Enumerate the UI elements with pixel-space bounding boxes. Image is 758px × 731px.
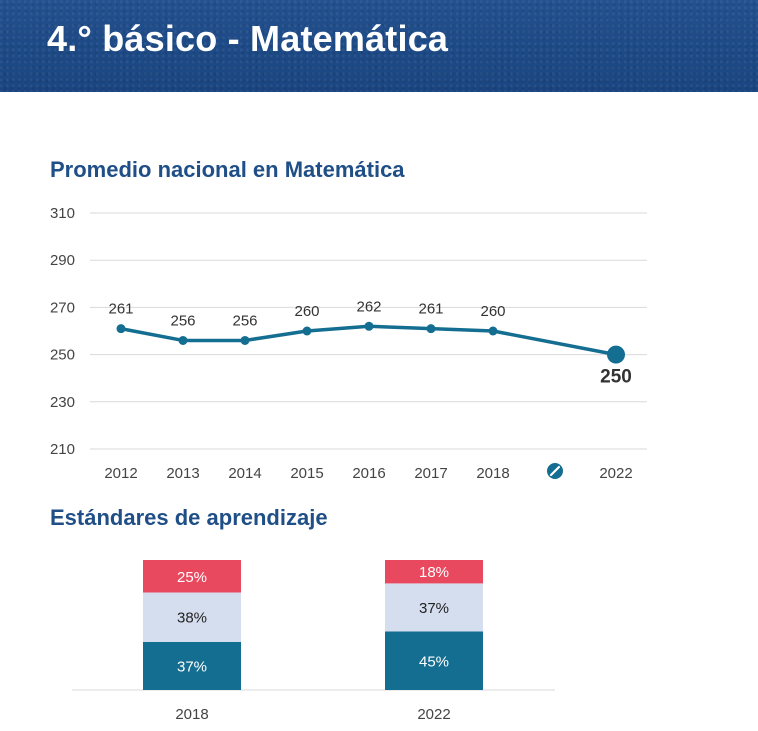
y-tick-label: 290	[50, 252, 75, 269]
bar-value-label: 18%	[419, 564, 449, 581]
bar-value-label: 38%	[177, 610, 207, 627]
series-line	[120, 324, 617, 357]
bar-segment	[385, 631, 483, 690]
line-chart: 310 290 270 250 230 210 2012 2013 2014 2015 2016 20…	[50, 205, 647, 482]
y-tick-label: 270	[50, 299, 75, 316]
x-tick-label: 2015	[290, 465, 323, 482]
data-point	[607, 345, 625, 364]
data-point	[240, 335, 250, 345]
stacked-chart-title: Estándares de aprendizaje	[50, 505, 328, 530]
bar-segment	[143, 560, 241, 593]
bar-segment	[143, 592, 241, 642]
x-tick-label: 2017	[414, 465, 447, 482]
x-tick-label: 2012	[104, 465, 137, 482]
data-point	[488, 326, 498, 336]
x-tick-label: 2016	[352, 465, 385, 482]
category-label: 2022	[417, 706, 450, 723]
y-tick-label: 230	[50, 394, 75, 411]
data-label: 261	[418, 301, 443, 318]
data-point	[302, 326, 312, 336]
no-data-icon-slash	[549, 465, 561, 477]
data-label: 256	[232, 312, 257, 329]
data-label: 256	[170, 312, 195, 329]
x-tick-label: 2022	[599, 465, 632, 482]
bar-segment	[385, 583, 483, 632]
line-chart-title: Promedio nacional en Matemática	[50, 157, 405, 182]
y-tick-label: 210	[50, 441, 75, 458]
bar-value-label: 25%	[177, 569, 207, 586]
data-label: 250	[600, 367, 632, 388]
bar-value-label: 37%	[177, 658, 207, 675]
y-tick-label: 310	[50, 205, 75, 222]
no-data-icon	[547, 463, 563, 479]
y-tick-label: 250	[50, 347, 75, 364]
data-label: 260	[480, 303, 505, 320]
x-tick-label: 2014	[228, 465, 261, 482]
x-tick-label: 2013	[166, 465, 199, 482]
bar-segment	[143, 641, 241, 690]
category-label: 2018	[175, 706, 208, 723]
data-point	[364, 321, 374, 331]
data-label: 261	[108, 301, 133, 318]
data-label: 262	[356, 298, 381, 315]
data-point	[178, 335, 188, 345]
x-tick-label: 2018	[476, 465, 509, 482]
bar-value-label: 45%	[419, 653, 449, 670]
bar-segment	[385, 560, 483, 584]
data-point	[426, 324, 436, 334]
page-title: 4.° básico - Matemática	[47, 18, 449, 59]
bar-value-label: 37%	[419, 600, 449, 617]
data-label: 260	[294, 303, 319, 320]
data-point	[116, 324, 126, 334]
header-banner: 4.° básico - Matemática	[0, 0, 758, 92]
